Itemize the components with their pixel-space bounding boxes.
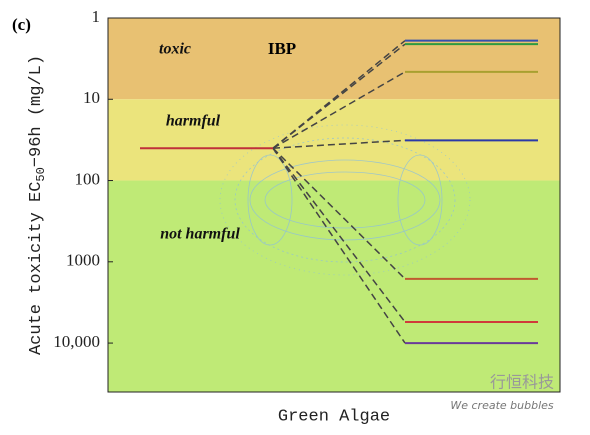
chart-title: IBP <box>268 39 296 58</box>
zone-label: not harmful <box>160 226 240 243</box>
connector <box>272 147 406 323</box>
y-label-sub: 50 <box>34 167 48 181</box>
y-axis-label: Acute toxicity EC50−96h (mg/L) <box>27 55 48 355</box>
watermark-subtitle: We create bubbles <box>450 399 554 412</box>
y-tick-label: 10 <box>83 88 100 107</box>
connector <box>272 43 406 149</box>
plot <box>140 39 538 345</box>
y-label-part: Acute toxicity EC <box>27 182 46 355</box>
zone-label: harmful <box>166 113 221 130</box>
y-tick-label: 1 <box>92 7 101 26</box>
x-axis-label: Green Algae <box>278 407 390 426</box>
panel-label: (c) <box>12 15 31 34</box>
connector <box>272 147 406 280</box>
y-label-part: −96h (mg/L) <box>27 55 46 167</box>
zone-band <box>108 18 560 100</box>
watermark-title: 行恒科技 <box>490 373 554 392</box>
bubble-decoration <box>219 124 471 276</box>
zone-band <box>108 180 560 392</box>
y-tick-label: 10,000 <box>53 332 100 351</box>
y-tick-label: 100 <box>75 169 101 188</box>
zone-label: toxic <box>159 41 191 58</box>
connector <box>272 147 406 344</box>
connector <box>272 139 406 149</box>
connector <box>272 71 406 149</box>
zones <box>108 18 560 392</box>
y-tick-label: 1000 <box>66 251 100 270</box>
plot-frame <box>107 17 561 393</box>
